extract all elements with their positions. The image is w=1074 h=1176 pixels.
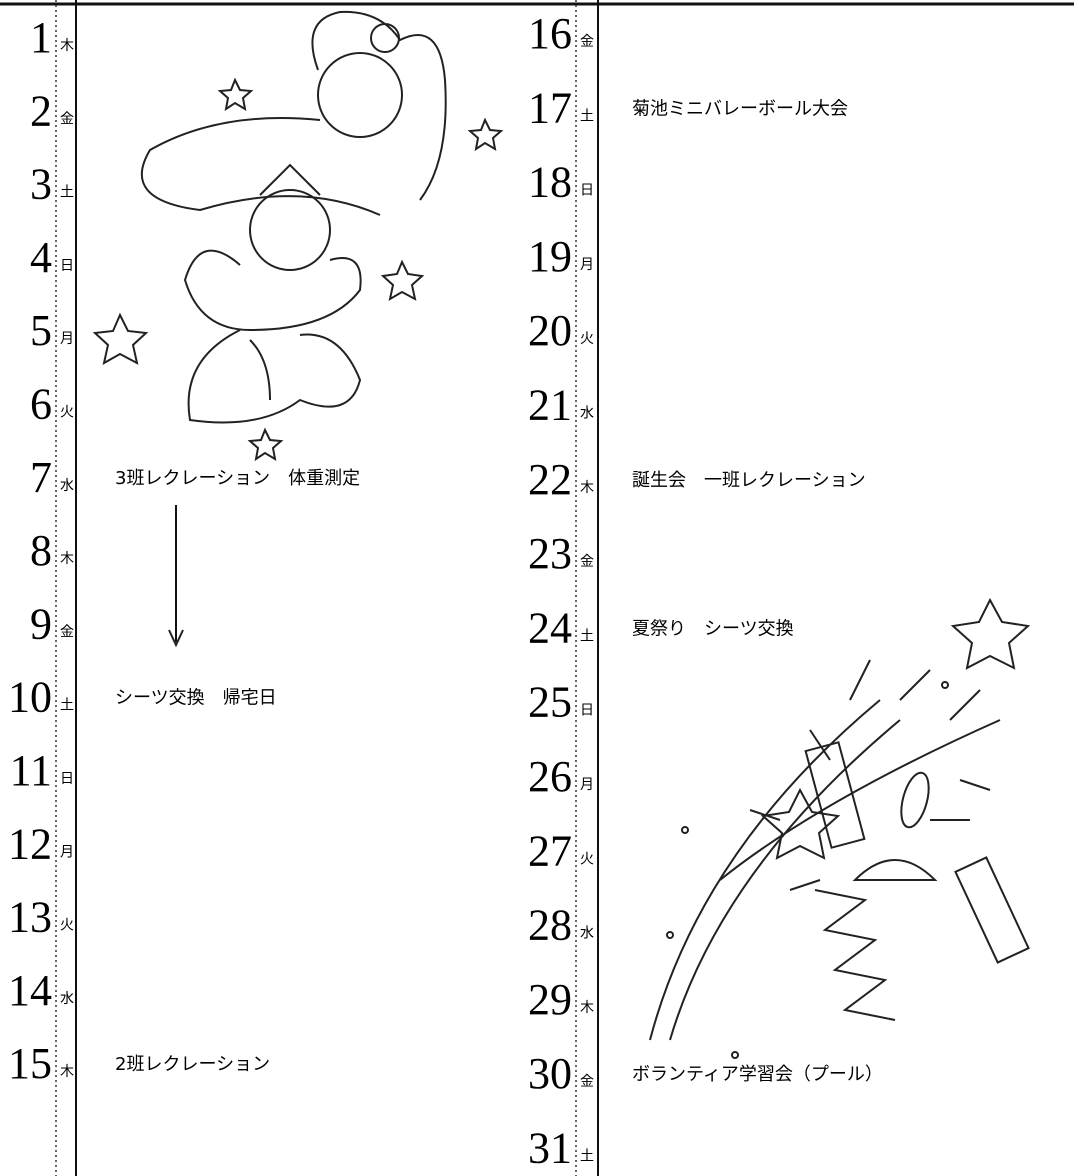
event: 菊池ミニバレーボール大会 — [632, 98, 848, 119]
day-number: 29 — [528, 975, 572, 1024]
day-number: 12 — [8, 819, 52, 868]
event: シーツ交換 帰宅日 — [115, 688, 277, 709]
weekday: 土 — [580, 108, 594, 124]
weekday: 木 — [60, 551, 74, 567]
weekday: 金 — [60, 624, 74, 640]
day-number: 31 — [528, 1124, 572, 1173]
day-number: 8 — [30, 526, 52, 575]
event: 誕生会 一班レクレーション — [632, 470, 866, 491]
day-number: 4 — [30, 233, 52, 282]
event: ボランティア学習会（プール） — [632, 1064, 883, 1085]
weekday: 日 — [60, 771, 74, 787]
weekday: 金 — [580, 554, 594, 570]
day-number: 25 — [528, 678, 572, 727]
event: 3班レクレーション 体重測定 — [115, 468, 360, 489]
weekday: 金 — [580, 1074, 594, 1090]
weekday: 火 — [580, 331, 594, 347]
weekday: 土 — [60, 185, 74, 201]
day-number: 7 — [30, 453, 52, 502]
weekday: 土 — [580, 628, 594, 644]
day-number: 11 — [10, 746, 52, 795]
day-number: 19 — [528, 232, 572, 281]
weekday: 日 — [580, 703, 594, 719]
day-number: 22 — [528, 455, 572, 504]
weekday: 木 — [60, 1064, 74, 1080]
weekday: 土 — [580, 1149, 594, 1165]
weekday: 木 — [60, 38, 74, 54]
weekday: 月 — [60, 331, 74, 347]
weekday: 火 — [60, 918, 74, 934]
day-number: 10 — [8, 673, 52, 722]
illustration-bamboo — [649, 597, 1031, 1059]
weekday: 火 — [580, 851, 594, 867]
arrow-head — [168, 629, 184, 648]
weekday: 水 — [580, 926, 594, 942]
day-number: 3 — [30, 160, 52, 209]
weekday: 水 — [60, 991, 74, 1007]
weekday: 日 — [60, 258, 74, 274]
day-number: 24 — [528, 603, 572, 652]
weekday: 水 — [60, 478, 74, 494]
day-number: 28 — [528, 901, 572, 950]
event: 2班レクレーション — [115, 1054, 270, 1075]
day-number: 6 — [30, 380, 52, 429]
illustration-tanabata-couple — [92, 10, 504, 462]
event: 夏祭り シーツ交換 — [632, 618, 794, 639]
weekday: 木 — [580, 1000, 594, 1016]
weekday: 日 — [580, 183, 594, 199]
day-number: 5 — [30, 306, 52, 355]
weekday: 金 — [60, 111, 74, 127]
weekday: 火 — [60, 405, 74, 421]
weekday: 月 — [580, 257, 594, 273]
day-number: 16 — [528, 9, 572, 58]
weekday: 月 — [60, 844, 74, 860]
weekday: 金 — [580, 34, 594, 50]
day-number: 21 — [528, 381, 572, 430]
day-number: 17 — [528, 83, 572, 132]
day-number: 15 — [8, 1039, 52, 1088]
day-number: 1 — [30, 13, 52, 62]
day-number: 27 — [528, 826, 572, 875]
day-number: 2 — [30, 86, 52, 135]
day-number: 23 — [528, 529, 572, 578]
day-number: 13 — [8, 893, 52, 942]
weekday: 水 — [580, 406, 594, 422]
day-number: 9 — [30, 599, 52, 648]
day-number: 26 — [528, 752, 572, 801]
weekday: 木 — [580, 480, 594, 496]
day-number: 30 — [528, 1049, 572, 1098]
day-number: 18 — [528, 158, 572, 207]
day-number: 20 — [528, 306, 572, 355]
weekday: 土 — [60, 698, 74, 714]
day-number: 14 — [8, 966, 52, 1015]
weekday: 月 — [580, 777, 594, 793]
